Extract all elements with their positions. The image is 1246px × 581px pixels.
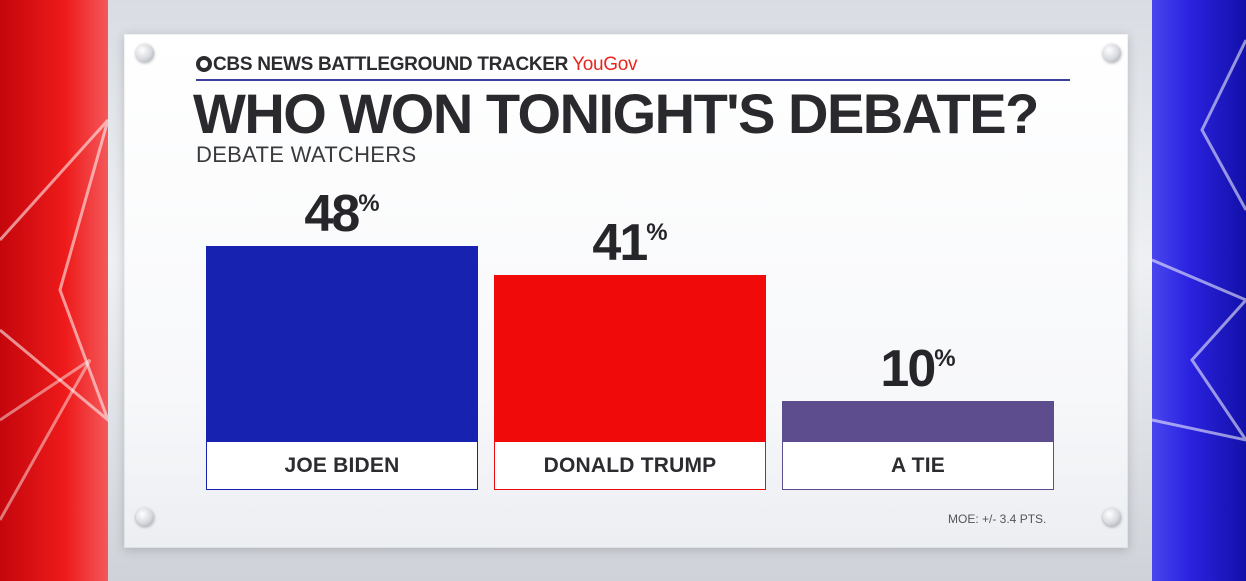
bolt-icon (1103, 508, 1121, 526)
bolt-icon (1103, 44, 1121, 62)
left-red-background (0, 0, 108, 581)
star-outline-icon (1152, 39, 1246, 442)
chart-subtitle: DEBATE WATCHERS (196, 142, 417, 167)
right-blue-background (1152, 0, 1246, 581)
bar-1 (494, 275, 766, 442)
bar-2 (782, 401, 1054, 442)
category-label-0: JOE BIDEN (206, 442, 478, 490)
margin-of-error: MOE: +/- 3.4 PTS. (948, 512, 1047, 526)
category-label-2: A TIE (782, 442, 1054, 490)
header-line: CBS NEWS BATTLEGROUND TRACKER YouGov (196, 54, 638, 76)
data-label-1: 41% (592, 214, 668, 272)
data-label-2: 10% (880, 340, 956, 398)
category-label-1: DONALD TRUMP (494, 442, 766, 490)
data-label-0: 48% (304, 185, 380, 243)
star-outline-icon (0, 118, 108, 521)
network-name: CBS NEWS BATTLEGROUND TRACKER (213, 54, 569, 75)
bolt-icon (136, 44, 154, 62)
partner-logo: YouGov (572, 54, 638, 75)
header-rule (196, 79, 1070, 81)
cbs-eye-icon (196, 56, 212, 72)
bar-0 (206, 246, 478, 442)
chart-title: WHO WON TONIGHT'S DEBATE? (193, 82, 1039, 145)
bolt-icon (136, 508, 154, 526)
